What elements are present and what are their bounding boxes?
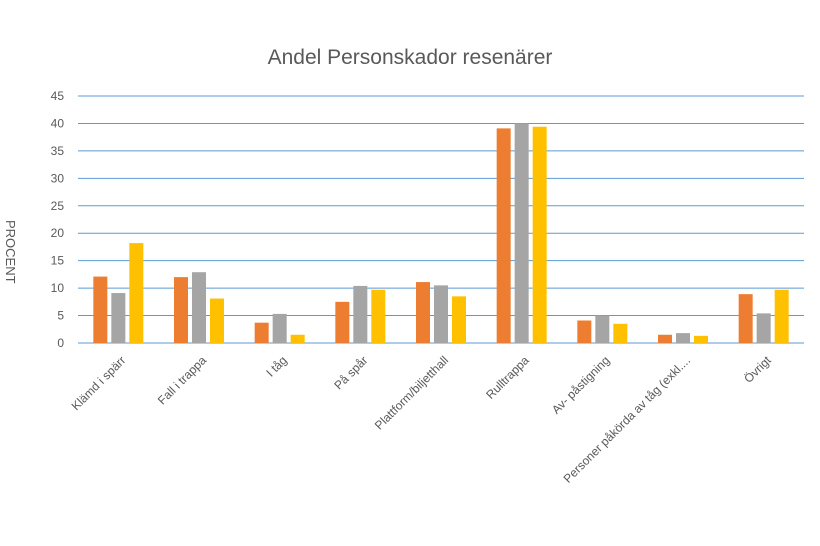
y-tick-label: 0: [57, 336, 64, 350]
bar-series2-4: [434, 285, 448, 343]
bar-series2-0: [111, 293, 126, 343]
bar-series3-8: [774, 289, 789, 343]
x-tick-label: Av- påstigning: [549, 353, 613, 417]
bar-series1-5: [496, 128, 511, 343]
bar-series2-5: [514, 123, 529, 343]
y-tick-label: 40: [51, 116, 65, 130]
x-tick-label: Klämd i spärr: [69, 353, 129, 413]
x-tick-label: Rulltrappa: [483, 353, 532, 402]
bar-series1-1: [174, 277, 188, 343]
bar-series2-3: [353, 285, 368, 343]
bar-series1-0: [93, 276, 108, 343]
y-tick-label: 15: [51, 254, 65, 268]
y-tick-label: 25: [51, 199, 65, 213]
chart-title: Andel Personskador resenärer: [267, 46, 553, 69]
bar-series3-4: [452, 296, 466, 343]
bar-series1-7: [658, 334, 672, 343]
bar-series3-3: [371, 289, 386, 343]
bar-series2-6: [595, 315, 610, 343]
x-tick-label: Plattform/biljetthall: [372, 353, 451, 432]
bar-series1-8: [738, 294, 753, 343]
x-tick-label: På spår: [331, 353, 370, 392]
bar-series3-0: [129, 243, 144, 343]
bar-series2-1: [192, 272, 206, 343]
bar-series1-2: [254, 322, 269, 343]
bar-series2-8: [756, 313, 771, 343]
bar-series1-6: [577, 320, 592, 343]
bar-series3-1: [210, 298, 224, 343]
y-tick-label: 5: [57, 309, 64, 323]
bar-series1-4: [416, 282, 430, 343]
x-tick-label: Personer påkörda av tåg (exkl....: [561, 353, 694, 486]
x-tick-label: Övrigt: [741, 353, 774, 386]
x-tick-label: Fall i trappa: [155, 353, 209, 407]
bar-series3-2: [290, 334, 305, 343]
y-tick-label: 35: [51, 144, 65, 158]
y-tick-label: 10: [51, 281, 65, 295]
bar-series2-2: [272, 313, 287, 343]
y-tick-label: 30: [51, 171, 65, 185]
bar-series2-7: [676, 333, 690, 343]
x-tick-label: I tåg: [263, 353, 289, 379]
bar-series3-5: [532, 126, 547, 343]
y-tick-label: 20: [51, 226, 65, 240]
bar-series3-6: [613, 323, 628, 343]
y-tick-label: 45: [51, 89, 65, 103]
bar-series3-7: [694, 335, 708, 343]
bar-series1-3: [335, 301, 350, 343]
